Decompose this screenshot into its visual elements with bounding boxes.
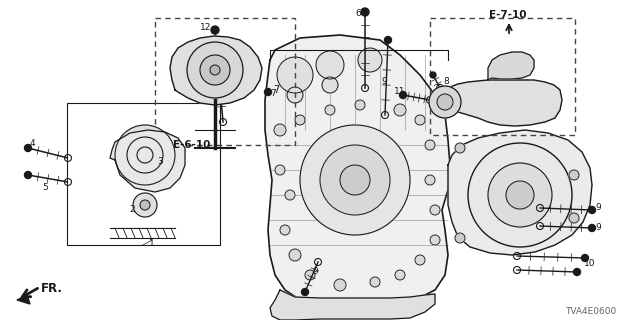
Circle shape: [285, 190, 295, 200]
Text: 6: 6: [355, 10, 361, 19]
Text: 9: 9: [595, 203, 601, 212]
Circle shape: [455, 233, 465, 243]
Circle shape: [370, 277, 380, 287]
Polygon shape: [440, 80, 562, 126]
Circle shape: [395, 270, 405, 280]
Circle shape: [569, 170, 579, 180]
Circle shape: [127, 137, 163, 173]
Circle shape: [289, 249, 301, 261]
Polygon shape: [110, 130, 185, 192]
Polygon shape: [265, 35, 450, 312]
Text: 9: 9: [312, 268, 318, 276]
Polygon shape: [17, 295, 30, 304]
Circle shape: [415, 115, 425, 125]
Circle shape: [385, 36, 392, 44]
Circle shape: [334, 279, 346, 291]
Text: 8: 8: [443, 77, 449, 86]
Circle shape: [361, 8, 369, 16]
Circle shape: [358, 48, 382, 72]
Text: 1: 1: [149, 238, 155, 247]
Text: 2: 2: [129, 205, 135, 214]
Circle shape: [287, 87, 303, 103]
Circle shape: [280, 225, 290, 235]
Polygon shape: [448, 130, 592, 255]
Text: 7: 7: [273, 85, 279, 95]
Circle shape: [430, 72, 436, 78]
Circle shape: [133, 193, 157, 217]
Text: 5: 5: [42, 183, 48, 193]
Text: E-7-10: E-7-10: [489, 10, 527, 20]
Circle shape: [300, 125, 410, 235]
Circle shape: [573, 268, 580, 276]
Circle shape: [455, 143, 465, 153]
Circle shape: [582, 254, 589, 261]
Bar: [67, 103, 220, 245]
Circle shape: [24, 145, 31, 151]
Circle shape: [430, 205, 440, 215]
Circle shape: [210, 65, 220, 75]
Circle shape: [429, 86, 461, 118]
Circle shape: [569, 213, 579, 223]
Polygon shape: [270, 290, 435, 320]
Circle shape: [437, 94, 453, 110]
Text: 7: 7: [270, 89, 276, 98]
Text: 10: 10: [584, 259, 596, 268]
Circle shape: [115, 125, 175, 185]
Circle shape: [322, 77, 338, 93]
Circle shape: [140, 200, 150, 210]
Circle shape: [340, 165, 370, 195]
Circle shape: [430, 235, 440, 245]
Circle shape: [468, 143, 572, 247]
Circle shape: [325, 105, 335, 115]
Text: 11: 11: [394, 86, 406, 95]
Circle shape: [425, 140, 435, 150]
Circle shape: [275, 165, 285, 175]
Text: 4: 4: [29, 140, 35, 148]
Text: 12: 12: [200, 23, 212, 33]
Circle shape: [137, 147, 153, 163]
Circle shape: [394, 104, 406, 116]
Bar: [430, 18, 575, 135]
Circle shape: [415, 255, 425, 265]
Circle shape: [211, 26, 219, 34]
Circle shape: [399, 92, 406, 99]
Circle shape: [305, 270, 315, 280]
Text: FR.: FR.: [41, 282, 63, 295]
Polygon shape: [170, 36, 262, 105]
Bar: [155, 18, 295, 145]
Circle shape: [488, 163, 552, 227]
Circle shape: [187, 42, 243, 98]
Circle shape: [355, 100, 365, 110]
Circle shape: [589, 225, 595, 231]
Circle shape: [316, 51, 344, 79]
Circle shape: [200, 55, 230, 85]
Polygon shape: [488, 52, 534, 80]
Text: 3: 3: [157, 157, 163, 166]
Circle shape: [301, 289, 308, 295]
Circle shape: [24, 172, 31, 179]
Circle shape: [589, 206, 595, 213]
Circle shape: [277, 57, 313, 93]
Circle shape: [264, 89, 271, 95]
Text: 9: 9: [381, 77, 387, 86]
Circle shape: [425, 175, 435, 185]
Circle shape: [274, 124, 286, 136]
Circle shape: [506, 181, 534, 209]
Circle shape: [320, 145, 390, 215]
Text: TVA4E0600: TVA4E0600: [565, 307, 616, 316]
Text: 9: 9: [595, 222, 601, 231]
Circle shape: [295, 115, 305, 125]
Text: E-6-10: E-6-10: [173, 140, 211, 150]
